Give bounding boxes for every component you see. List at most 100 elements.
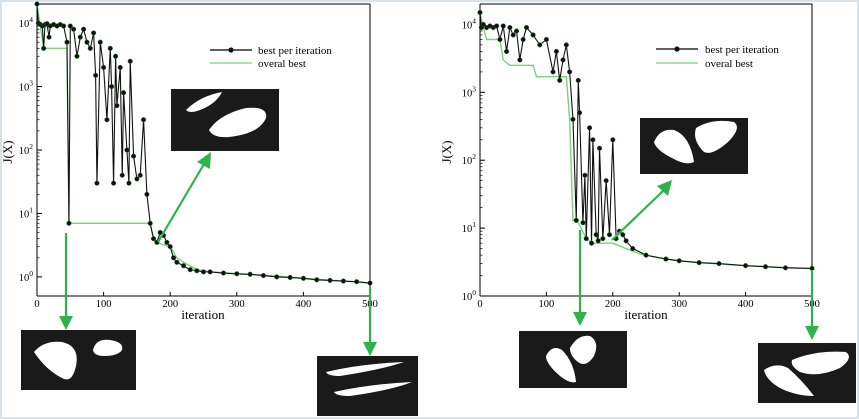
arrow-left-2-head: [197, 152, 211, 169]
left-best-point: [64, 39, 70, 45]
arrow-right-2: [611, 189, 665, 241]
right-best-point: [716, 261, 722, 267]
left-x-axis-label: iteration: [181, 307, 225, 322]
left-best-point: [207, 269, 213, 275]
left-best-point: [151, 236, 157, 242]
left-best-point: [67, 23, 73, 29]
right-best-point: [696, 260, 702, 266]
right-best-point: [603, 178, 609, 184]
shape-left-mid-small: [186, 92, 222, 112]
left-best-point: [144, 191, 150, 197]
left-xtick-label: 400: [296, 299, 312, 310]
left-best-point: [109, 84, 115, 90]
left-best-point: [134, 176, 140, 182]
left-best-point: [121, 90, 127, 96]
right-best-point: [520, 36, 526, 43]
left-best-point: [84, 39, 90, 45]
left-best-point: [274, 274, 280, 280]
right-best-point: [643, 252, 649, 258]
right-best-point: [570, 116, 576, 122]
right-best-point: [620, 232, 626, 238]
left-best-point: [340, 278, 346, 284]
left-best-point: [141, 117, 147, 123]
right-best-point: [590, 137, 596, 143]
left-best-point: [164, 239, 170, 245]
right-best-point: [610, 137, 616, 143]
right-best-point: [513, 28, 520, 34]
right-best-point: [743, 263, 749, 269]
left-best-point: [61, 23, 67, 29]
left-best-point: [167, 244, 173, 250]
right-best-point: [575, 77, 581, 83]
right-xtick-label: 400: [738, 299, 754, 310]
right-best-point: [507, 24, 513, 31]
shape-left-end-a: [326, 362, 404, 376]
left-best-point: [111, 180, 117, 186]
right-xtick-label: 0: [477, 299, 482, 310]
shape-left-mid-large: [209, 107, 267, 138]
right-legend-overall-label: overal best: [705, 58, 753, 70]
left-best-point: [200, 269, 207, 275]
left-best-point: [97, 39, 103, 45]
right-best-point: [762, 264, 769, 270]
left-best-point: [137, 172, 143, 178]
shape-right-bottom-a: [546, 348, 576, 383]
left-best-point: [34, 1, 40, 7]
right-ytick-label: 104: [462, 16, 477, 31]
right-best-point: [504, 48, 510, 55]
right-best-point: [595, 238, 601, 244]
left-best-point: [367, 280, 373, 286]
left-best-point: [126, 180, 132, 186]
right-best-point: [782, 265, 788, 271]
right-best-point: [596, 145, 603, 151]
left-xtick-label: 0: [34, 299, 39, 310]
right-xtick-label: 100: [539, 299, 555, 310]
right-best-point: [510, 32, 516, 38]
left-best-point: [127, 58, 133, 64]
left-best-point: [119, 172, 125, 178]
shape-panel-left-bottom-bg: [21, 330, 136, 390]
right-best-point: [563, 42, 569, 48]
right-best-point: [550, 69, 556, 75]
right-x-axis-label: iteration: [624, 307, 668, 322]
shape-panel-left-bottom: [21, 330, 136, 390]
right-best-point: [606, 232, 613, 238]
arrow-right-1-head: [573, 312, 587, 326]
shape-left-bottom-b: [93, 339, 123, 356]
left-best-point: [170, 255, 177, 261]
left-best-point: [187, 267, 193, 273]
left-best-point: [113, 53, 119, 59]
right-best-point: [477, 9, 483, 16]
left-best-point: [260, 273, 266, 279]
left-best-point: [107, 45, 113, 51]
left-best-point: [327, 277, 333, 283]
right-xtick-label: 200: [605, 299, 621, 310]
shape-left-bottom-a: [34, 341, 77, 380]
right-best-point: [580, 220, 586, 226]
right-best-point: [480, 21, 486, 27]
left-best-point: [77, 34, 83, 40]
right-best-point: [676, 258, 682, 264]
left-best-point: [314, 277, 320, 283]
right-best-point: [573, 217, 579, 223]
left-best-point: [354, 279, 360, 285]
left-best-point: [147, 220, 153, 226]
right-ytick-label: 101: [462, 220, 477, 235]
right-best-point: [523, 24, 530, 31]
left-best-point: [81, 26, 87, 32]
left-best-point: [71, 26, 77, 32]
shape-right-mid-b: [695, 120, 737, 153]
right-best-point: [593, 232, 599, 238]
left-series: [34, 1, 373, 286]
right-best-point: [537, 42, 543, 48]
left-best-point: [74, 53, 80, 59]
arrow-left-2: [157, 163, 205, 243]
left-y-axis-label: J(X): [0, 140, 15, 163]
left-xtick-label: 200: [162, 299, 178, 310]
shape-right-mid-a: [654, 129, 694, 164]
right-ytick-label: 103: [462, 84, 477, 99]
right-best-point: [583, 236, 589, 242]
left-best-point: [66, 220, 72, 226]
shape-left-end-b: [334, 382, 412, 396]
